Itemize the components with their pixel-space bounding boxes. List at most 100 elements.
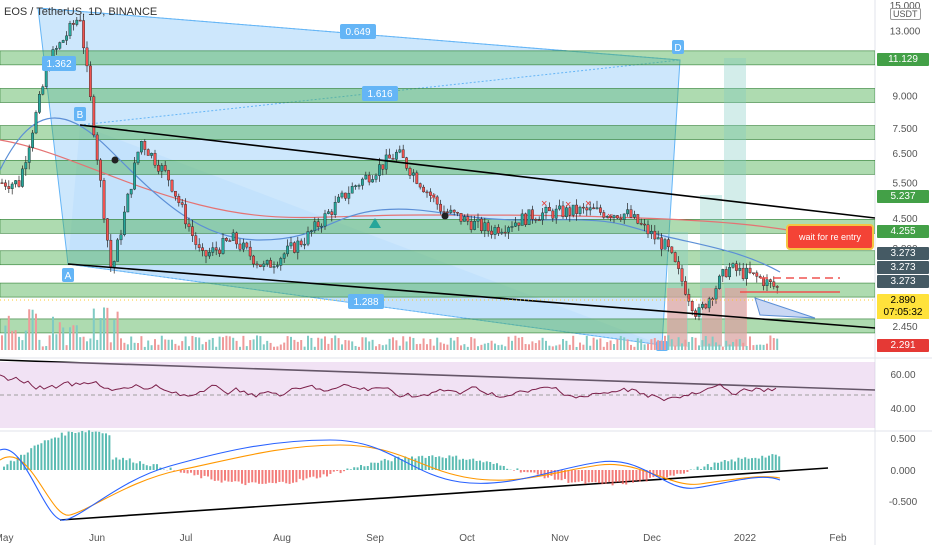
- macd-bar: [649, 470, 651, 478]
- volume-bar: [120, 338, 122, 350]
- harmonic-pattern-inner: [68, 125, 662, 345]
- candle-body: [374, 175, 378, 180]
- candle-body: [677, 261, 681, 269]
- candle-body: [286, 245, 289, 255]
- currency-badge[interactable]: USDT: [890, 8, 921, 20]
- candle-body: [480, 218, 483, 232]
- candle-body: [497, 227, 500, 234]
- macd-histogram: [3, 430, 781, 486]
- macd-bar: [713, 462, 716, 470]
- volume-bar: [592, 337, 595, 350]
- volume-bar: [626, 339, 629, 350]
- macd-bar: [6, 464, 9, 470]
- macd-bar: [373, 462, 376, 470]
- volume-bar: [405, 341, 408, 350]
- volume-bar: [582, 344, 585, 350]
- candle-body: [306, 231, 310, 245]
- macd-bar: [292, 470, 294, 483]
- candle-body: [272, 266, 276, 268]
- macd-bar: [516, 468, 519, 470]
- candle-body: [310, 230, 313, 232]
- price-tick-label: 6.500: [892, 149, 917, 160]
- volume-bar: [419, 343, 422, 350]
- candle-body: [109, 239, 113, 268]
- candle-body: [82, 20, 86, 49]
- macd-bar: [343, 470, 345, 472]
- volume-bar: [589, 345, 592, 350]
- volume-bar: [140, 336, 143, 350]
- macd-bar: [309, 470, 311, 478]
- macd-bar: [50, 438, 53, 470]
- candle-body: [483, 222, 487, 232]
- candle-body: [551, 210, 555, 219]
- macd-bar: [696, 466, 699, 470]
- macd-bar: [533, 470, 536, 473]
- reentry-callout[interactable]: wait for re entry: [786, 224, 874, 250]
- macd-bar: [397, 456, 400, 470]
- candle-body: [653, 230, 657, 240]
- macd-bar: [169, 467, 172, 470]
- sell-marker-icon: ×: [430, 191, 436, 203]
- volume-bar: [483, 343, 486, 350]
- candle-body: [88, 65, 92, 97]
- macd-bar: [557, 470, 560, 480]
- volume-bar: [194, 337, 197, 350]
- volume-bar: [58, 322, 61, 350]
- candle-body: [663, 239, 667, 250]
- volume-bar: [1, 335, 3, 350]
- macd-bar: [326, 470, 328, 477]
- macd-bar: [281, 470, 284, 482]
- candle-body: [214, 247, 218, 251]
- candle-body: [585, 207, 589, 211]
- macd-bar: [615, 470, 617, 483]
- macd-bar: [761, 455, 764, 470]
- candle-body: [279, 258, 283, 266]
- volume-bar: [517, 337, 520, 350]
- volume-bar: [28, 309, 31, 350]
- fib-label-top: 0.649: [345, 27, 370, 38]
- volume-bar: [426, 344, 428, 350]
- macd-bar: [594, 470, 597, 483]
- volume-bar: [222, 337, 224, 350]
- candle-body: [442, 211, 446, 213]
- volume-bar: [69, 327, 71, 350]
- volume-bar: [766, 343, 768, 350]
- volume-bar: [500, 344, 503, 350]
- volume-bar: [715, 342, 717, 350]
- volume-bar: [256, 335, 258, 350]
- volume-bar: [205, 341, 207, 350]
- candle-body: [429, 191, 432, 196]
- macd-bar: [227, 470, 230, 482]
- macd-bar: [618, 470, 621, 483]
- volume-bar: [113, 320, 116, 350]
- candle-body: [418, 183, 422, 188]
- volume-bar: [133, 342, 136, 350]
- macd-bar: [547, 470, 549, 478]
- candle-body: [259, 264, 262, 267]
- candle-body: [609, 216, 613, 218]
- volume-bar: [704, 336, 707, 350]
- macd-bar: [336, 470, 339, 472]
- macd-bar: [105, 433, 107, 470]
- volume-bar: [286, 336, 289, 350]
- zone-band: [0, 282, 875, 298]
- candle-body: [221, 238, 225, 254]
- candle-body: [38, 94, 41, 113]
- candle-body: [626, 209, 630, 215]
- time-tick-label: Nov: [551, 533, 569, 544]
- macd-bar: [754, 457, 757, 470]
- macd-bar: [621, 470, 624, 485]
- volume-bar: [11, 330, 14, 350]
- candle-body: [690, 301, 694, 311]
- macd-bar: [60, 432, 63, 470]
- candle-body: [204, 250, 208, 257]
- macd-bar: [567, 470, 570, 483]
- volume-bar: [181, 341, 184, 350]
- candle-body: [486, 222, 490, 232]
- candle-body: [490, 230, 493, 235]
- volume-bar: [521, 337, 524, 350]
- macd-bar: [275, 470, 277, 484]
- macd-bar: [302, 470, 305, 481]
- volume-bar: [541, 337, 544, 350]
